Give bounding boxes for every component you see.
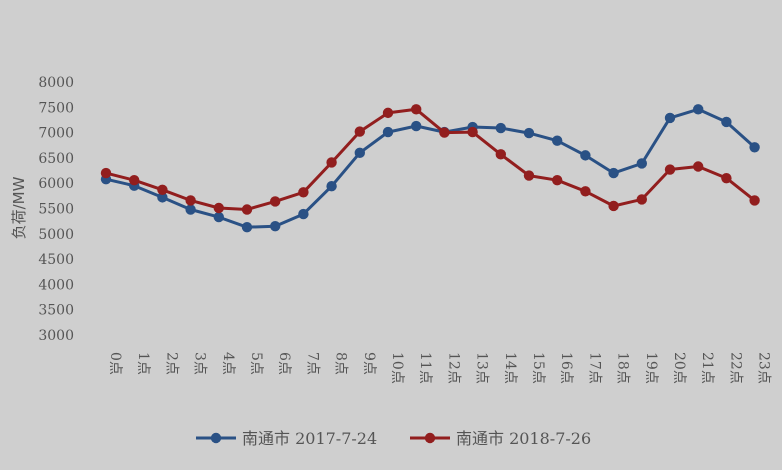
x-tick-label: 2点 [163,352,179,375]
y-tick-label: 7500 [38,100,74,116]
data-point [185,204,196,215]
data-point [439,127,450,138]
data-point [467,126,478,138]
y-tick-label: 6500 [38,151,74,167]
legend-item: 南通市 2018-7-26 [410,429,591,448]
data-point [749,195,760,206]
y-tick-label: 5000 [38,227,74,243]
data-point [495,149,506,160]
y-tick-label: 8000 [38,75,74,91]
x-tick-label: 23点 [756,352,772,384]
data-point [552,135,563,146]
series-1 [100,104,760,233]
x-tick-label: 20点 [671,352,687,384]
y-tick-label: 7000 [38,126,74,142]
data-point [411,120,422,132]
x-tick-label: 19点 [643,352,659,384]
legend-marker [210,432,222,444]
data-point [213,202,224,214]
legend-label: 南通市 2017-7-24 [242,429,377,448]
data-point [580,186,591,197]
data-point [157,184,168,195]
data-point [580,150,591,161]
legend: 南通市 2017-7-24 南通市 2018-7-26 [196,429,591,448]
x-tick-label: 0点 [107,352,123,375]
series-2 [100,104,760,215]
y-tick-label: 4000 [38,277,74,293]
data-point [326,157,337,168]
x-tick-label: 18点 [615,352,631,384]
x-tick-label: 10点 [389,352,405,384]
data-point [354,147,365,159]
x-tick-label: 3点 [192,352,208,375]
data-point [523,170,535,181]
x-tick-label: 16点 [558,352,574,384]
data-point [721,172,732,184]
data-point [664,112,676,124]
data-point [326,181,337,192]
data-point [608,200,619,212]
y-tick-label: 3000 [38,328,74,344]
data-point [100,167,112,179]
x-tick-label: 6点 [276,352,292,375]
data-point [523,127,535,139]
y-tick-label: 4500 [38,252,74,268]
x-axis: 0点 1点 2点 3点 4点 5点 6点 7点 8点 9点 10点 11点 12点 13点 14点 15点 16… [107,352,772,384]
x-tick-label: 8点 [333,352,349,375]
x-tick-label: 22点 [727,352,743,384]
data-point [411,104,422,115]
y-axis: 3000 3500 4000 4500 5000 5500 6000 6500 7000 7500… [38,75,74,344]
data-point [354,126,365,137]
data-point [608,167,619,179]
legend-marker [424,432,436,444]
x-tick-label: 5点 [248,352,264,375]
data-point [270,196,281,207]
series-lines [100,104,760,233]
data-point [213,211,224,223]
data-point [721,116,732,128]
x-tick-label: 7点 [304,352,320,375]
data-point [298,208,309,220]
x-tick-label: 11点 [417,352,433,384]
y-tick-label: 3500 [38,303,74,319]
data-point [270,221,281,232]
data-point [382,126,394,138]
data-point [749,142,760,153]
data-point [185,195,196,206]
data-point [636,194,647,205]
data-point [129,174,140,186]
data-point [693,104,704,115]
data-point [552,174,563,186]
data-point [382,107,394,119]
data-point [157,192,168,203]
y-tick-label: 5500 [38,202,74,218]
data-point [636,158,647,169]
x-tick-label: 14点 [502,352,518,384]
x-tick-label: 15点 [530,352,546,384]
data-point [298,187,309,198]
data-point [241,204,253,215]
x-tick-label: 1点 [135,352,151,375]
x-tick-label: 17点 [586,352,602,384]
series-line [105,107,756,229]
x-tick-label: 21点 [699,352,715,384]
data-point [495,122,506,134]
legend-item: 南通市 2017-7-24 [196,429,377,448]
x-tick-label: 13点 [474,352,490,384]
x-tick-label: 4点 [220,352,236,375]
data-point [693,161,704,172]
series-line [105,107,756,211]
data-point [664,164,676,175]
x-tick-label: 9点 [361,352,377,375]
legend-label: 南通市 2018-7-26 [456,429,591,448]
y-tick-label: 6000 [38,176,74,192]
data-point [241,222,253,233]
y-axis-label: 负荷/MW [10,176,28,239]
x-tick-label: 12点 [445,352,461,384]
